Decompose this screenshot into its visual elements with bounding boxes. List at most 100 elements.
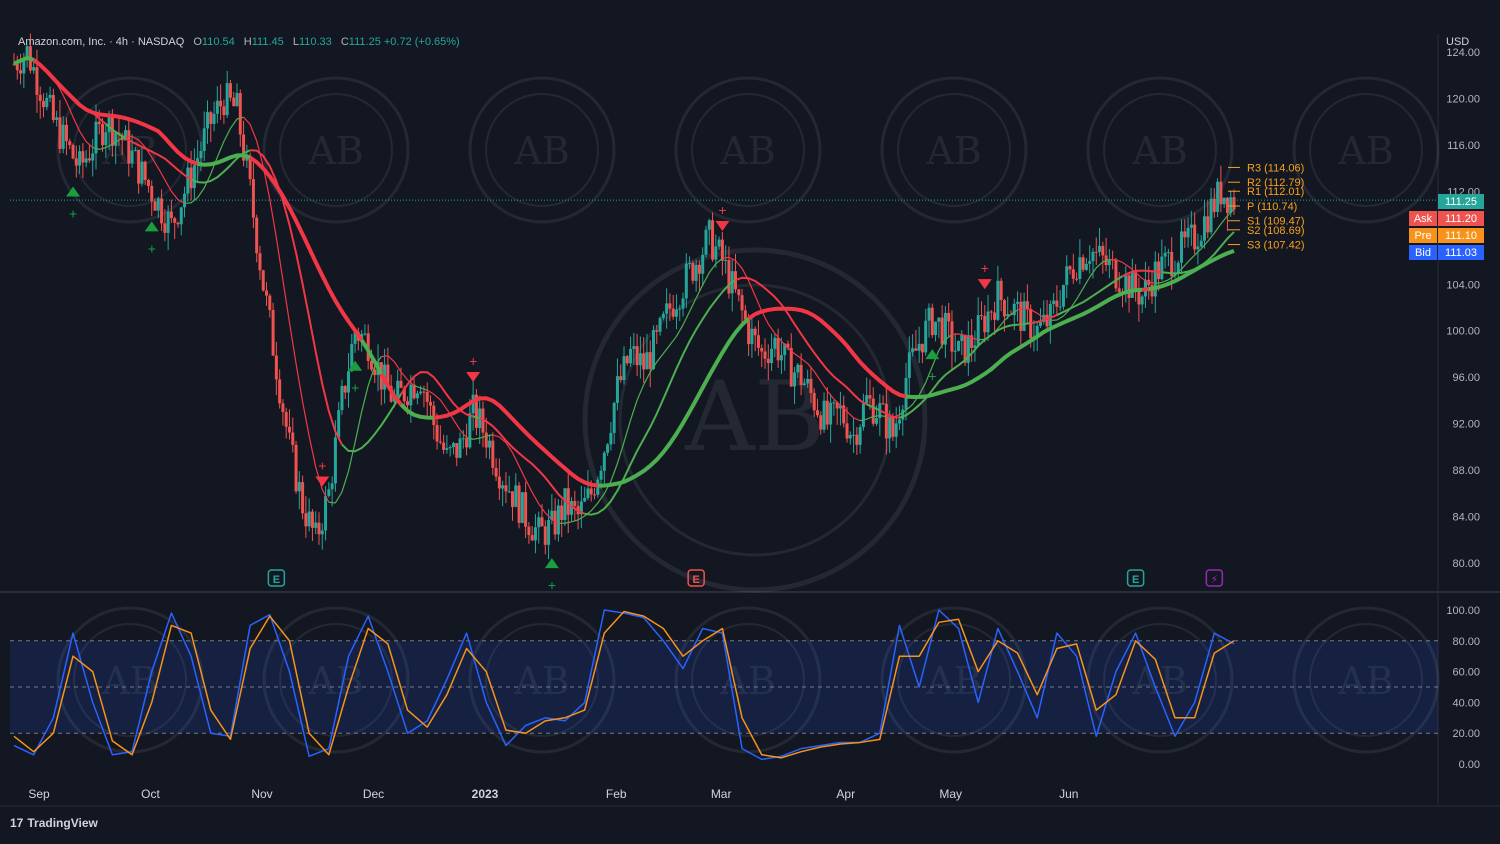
candle-body (688, 262, 692, 264)
time-axis-tick: Oct (141, 787, 160, 801)
sell-plus-icon: + (981, 260, 989, 276)
candle-body (143, 161, 147, 180)
candle-body (107, 115, 111, 133)
candle-body (494, 467, 498, 477)
pivot-label: R1 (112.01) (1247, 186, 1304, 198)
candle-body (668, 303, 672, 309)
candle-body (1202, 216, 1206, 241)
candle-body (855, 434, 859, 445)
candle-body (888, 417, 892, 439)
moving-average-fast (243, 116, 330, 503)
candle-body (419, 391, 423, 394)
candle-body (432, 405, 436, 425)
candle-body (25, 46, 29, 59)
candle-body (461, 438, 465, 440)
buy-signal-icon (66, 186, 81, 197)
candle-body (763, 351, 767, 359)
candle-body (707, 220, 711, 230)
candle-body (87, 158, 91, 161)
candle-body (776, 337, 780, 361)
candle-body (35, 67, 39, 95)
tradingview-brand[interactable]: 17 TradingView (10, 816, 98, 830)
candle-body (1048, 303, 1052, 327)
candle-body (324, 495, 328, 531)
buy-plus-icon: + (548, 577, 556, 593)
symbol-name[interactable]: Amazon.com, Inc. · 4h · NASDAQ (18, 36, 185, 48)
candle-body (920, 343, 924, 353)
watermark-seal-ring (691, 623, 805, 737)
moving-average-fast (184, 116, 244, 205)
earnings-event-icon (267, 569, 286, 587)
moving-average-medium (250, 149, 343, 445)
candle-body (907, 352, 911, 379)
candle-body (832, 402, 836, 404)
candle-body (1225, 197, 1229, 213)
candle-body (1084, 263, 1088, 270)
candle-body (228, 83, 232, 98)
symbol-header: Amazon.com, Inc. · 4h · NASDAQ O110.54 H… (18, 36, 460, 48)
candle-body (429, 401, 433, 406)
candle-body (104, 132, 108, 146)
moving-average-medium (105, 123, 127, 140)
stochastic-axis-tick: 0.00 (1459, 759, 1480, 771)
moving-average-medium (479, 417, 586, 515)
candle-body (510, 491, 514, 507)
candle-body (363, 333, 367, 335)
close-label: C (340, 36, 349, 48)
candle-body (1068, 266, 1072, 270)
candle-body (753, 328, 757, 336)
candle-body (875, 418, 879, 424)
watermark-initials: AB (513, 659, 569, 703)
candle-body (553, 510, 557, 535)
candle-body (451, 443, 455, 448)
candle-body (566, 488, 570, 515)
watermark-initials: AB (307, 659, 363, 703)
earnings-event-icon (1205, 569, 1224, 587)
candle-body (445, 448, 449, 450)
candle-body (737, 289, 741, 296)
candle-body (845, 423, 849, 439)
candle-body (1166, 251, 1170, 253)
candle-body (409, 384, 413, 406)
earnings-event-icon (687, 569, 705, 587)
candle-body (1019, 301, 1023, 331)
candle-body (265, 290, 269, 296)
time-axis-tick: Sep (28, 787, 50, 801)
candle-body (1071, 269, 1075, 279)
candle-body (1075, 278, 1079, 280)
moving-average-fast (413, 385, 428, 391)
buy-signal-icon (925, 349, 940, 360)
candle-body (989, 311, 993, 313)
candle-body (317, 522, 321, 535)
pivot-label: R3 (114.06) (1247, 162, 1304, 174)
candle-body (48, 94, 52, 98)
buy-plus-icon: + (351, 380, 359, 396)
candle-body (914, 348, 918, 351)
quote-tag-value-bg (1438, 228, 1484, 243)
candle-body (468, 413, 472, 448)
candle-body (347, 371, 351, 393)
candle-body (835, 402, 839, 409)
candle-body (678, 308, 682, 310)
candle-body (258, 253, 262, 271)
candle-body (225, 83, 229, 116)
moving-average-slow (379, 372, 403, 406)
moving-average-fast (381, 355, 415, 387)
candle-body (310, 511, 314, 528)
moving-average-fast (722, 256, 861, 422)
candle-body (1061, 284, 1065, 307)
moving-average-slow (32, 58, 199, 166)
candle-body (622, 356, 626, 381)
candle-body (606, 444, 610, 453)
stochastic-axis-tick: 20.00 (1452, 728, 1480, 740)
candle-body (1081, 257, 1085, 270)
candle-body (809, 378, 813, 393)
candle-body (1212, 198, 1216, 212)
candle-body (255, 217, 259, 254)
candle-body (1219, 181, 1223, 205)
candle-body (570, 501, 574, 515)
watermark-seal-ring (1103, 623, 1217, 737)
candle-body (435, 424, 439, 442)
candle-body (396, 380, 400, 396)
